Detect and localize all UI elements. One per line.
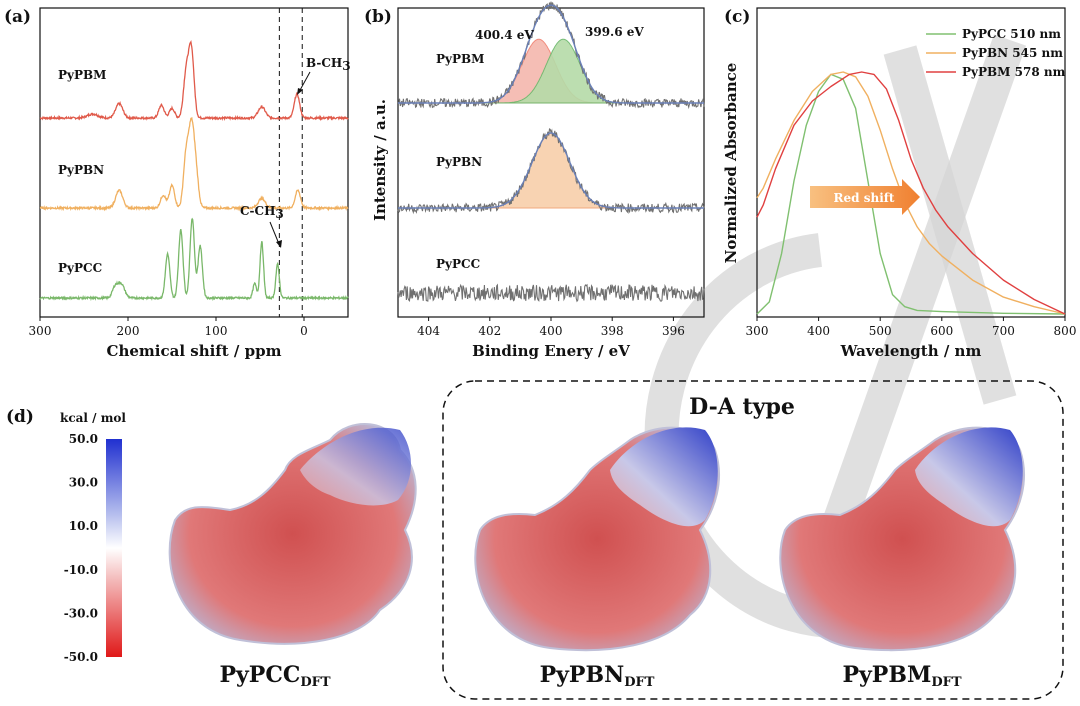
colorbar-tick-label: -50.0 bbox=[64, 650, 98, 664]
panel-a-dashed-lines bbox=[278, 8, 303, 317]
panel-a-nmr: (a) 300 200 100 0 PyPBM PyPBN PyPCC B-CH3 C… bbox=[4, 7, 351, 360]
xps-spectrum-pypcc bbox=[397, 283, 705, 303]
panel-d-label: (d) bbox=[6, 407, 34, 427]
panel-c-label: (c) bbox=[724, 7, 750, 27]
pypcc-surface-tail bbox=[300, 427, 412, 506]
colorbar-tick-label: -10.0 bbox=[64, 563, 98, 577]
x-tick-label: 700 bbox=[992, 324, 1015, 338]
x-tick-label: 396 bbox=[662, 324, 685, 338]
legend-entry: PyPBN 545 nm bbox=[962, 46, 1063, 60]
b-label-pypbm: PyPBM bbox=[436, 52, 484, 66]
absorbance-curve bbox=[756, 73, 1066, 315]
b-label-pypbn: PyPBN bbox=[436, 155, 482, 169]
absorbance-curve bbox=[756, 71, 1066, 315]
xps-envelope-pypbm bbox=[398, 4, 704, 104]
pypbm-surface-tail bbox=[915, 427, 1023, 527]
xps-fit-component bbox=[398, 38, 704, 104]
molecule-label-pypcc: PyPCCDFT bbox=[219, 662, 330, 690]
nmr-spectrum-pypbn bbox=[39, 116, 349, 212]
panel-c-xlabel: Wavelength / nm bbox=[840, 342, 982, 360]
x-tick-label: 200 bbox=[117, 324, 140, 338]
da-type-box bbox=[442, 380, 1064, 700]
nmr-spectrum-pypbm bbox=[39, 39, 349, 122]
panel-b-label: (b) bbox=[364, 7, 392, 27]
colorbar-tick-label: 10.0 bbox=[69, 519, 98, 533]
x-tick-label: 600 bbox=[930, 324, 953, 338]
da-type-label: D-A type bbox=[689, 394, 795, 420]
x-tick-label: 404 bbox=[417, 324, 440, 338]
colorbar-ticks: 50.0 30.0 10.0 -10.0 -30.0 -50.0 bbox=[64, 432, 98, 664]
x-tick-label: 800 bbox=[1054, 324, 1077, 338]
x-tick-label: 100 bbox=[205, 324, 228, 338]
panel-a-spectra bbox=[39, 39, 349, 302]
x-tick-label: 402 bbox=[478, 324, 501, 338]
panel-b-spectra bbox=[397, 1, 705, 303]
x-tick-label: 400 bbox=[807, 324, 830, 338]
molecule-pypcc-esp bbox=[168, 423, 417, 645]
panel-d-esp: (d) kcal / mol 50.0 30.0 10.0 -10.0 -30.0 -50… bbox=[6, 380, 1064, 700]
panel-c-x-ticks: 300 400 500 600 700 800 bbox=[746, 317, 1077, 338]
a-label-pypbm: PyPBM bbox=[58, 68, 106, 82]
annotation-b-ch3-arrow bbox=[298, 71, 311, 93]
x-tick-label: 398 bbox=[601, 324, 624, 338]
molecule-pypbm-esp bbox=[779, 426, 1026, 652]
panel-a-axes-frame bbox=[39, 7, 349, 318]
b-label-pypcc: PyPCC bbox=[436, 257, 480, 271]
red-shift-label: Red shift bbox=[834, 191, 895, 205]
xps-fit-component bbox=[398, 132, 704, 209]
b-peak-label-400-4: 400.4 eV bbox=[475, 28, 534, 42]
x-tick-label: 300 bbox=[746, 324, 769, 338]
colorbar-tick-label: -30.0 bbox=[64, 606, 98, 620]
x-tick-label: 500 bbox=[869, 324, 892, 338]
annotation-c-ch3: C-CH3 bbox=[240, 204, 284, 221]
panel-b-xlabel: Binding Enery / eV bbox=[472, 342, 630, 360]
legend-entry: PyPCC 510 nm bbox=[962, 27, 1061, 41]
annotation-c-ch3-arrowhead bbox=[276, 240, 282, 248]
red-shift-arrow-shape bbox=[810, 179, 920, 215]
panel-a-label: (a) bbox=[4, 7, 31, 27]
nmr-spectrum-pypcc bbox=[39, 217, 349, 302]
panel-c-axes-frame bbox=[756, 7, 1066, 318]
molecule-pypbn-esp bbox=[474, 426, 721, 652]
b-peak-label-399-6: 399.6 eV bbox=[585, 25, 644, 39]
panel-a-xlabel: Chemical shift / ppm bbox=[107, 342, 282, 360]
colorbar bbox=[106, 439, 122, 657]
a-label-pypcc: PyPCC bbox=[58, 261, 102, 275]
pypbn-surface-tail bbox=[610, 427, 718, 527]
x-tick-label: 400 bbox=[540, 324, 563, 338]
annotation-b-ch3-arrowhead bbox=[297, 88, 303, 95]
a-label-pypbn: PyPBN bbox=[58, 163, 104, 177]
panel-c-absorbance: (c) Normalized Absorbance 300 400 500 600 70… bbox=[722, 7, 1076, 360]
panel-c-legend: PyPCC 510 nm PyPBN 545 nm PyPBM 578 nm bbox=[926, 27, 1066, 79]
colorbar-tick-label: 50.0 bbox=[69, 432, 98, 446]
panel-c-ylabel: Normalized Absorbance bbox=[722, 63, 740, 264]
absorbance-curve bbox=[756, 71, 1066, 315]
panel-c-spectra bbox=[756, 71, 1066, 315]
molecule-label-pypbn: PyPBNDFT bbox=[540, 662, 655, 690]
annotation-c-ch3-arrow bbox=[269, 221, 280, 245]
x-tick-label: 0 bbox=[300, 324, 308, 338]
x-tick-label: 300 bbox=[29, 324, 52, 338]
red-shift-arrow: Red shift bbox=[810, 179, 920, 215]
molecule-label-pypbm: PyPBMDFT bbox=[842, 662, 961, 690]
colorbar-title: kcal / mol bbox=[60, 411, 126, 425]
annotation-b-ch3: B-CH3 bbox=[306, 56, 351, 73]
colorbar-tick-label: 30.0 bbox=[69, 476, 98, 490]
xps-envelope-pypbn bbox=[398, 132, 704, 209]
panel-b-ylabel: Intensity / a.u. bbox=[371, 99, 389, 221]
panel-b-xps: (b) Intensity / a.u. 404 402 400 398 396 PyP… bbox=[364, 1, 705, 360]
panel-a-x-ticks: 300 200 100 0 bbox=[29, 317, 308, 338]
panel-b-x-ticks: 404 402 400 398 396 bbox=[417, 317, 685, 338]
legend-entry: PyPBM 578 nm bbox=[962, 65, 1066, 79]
